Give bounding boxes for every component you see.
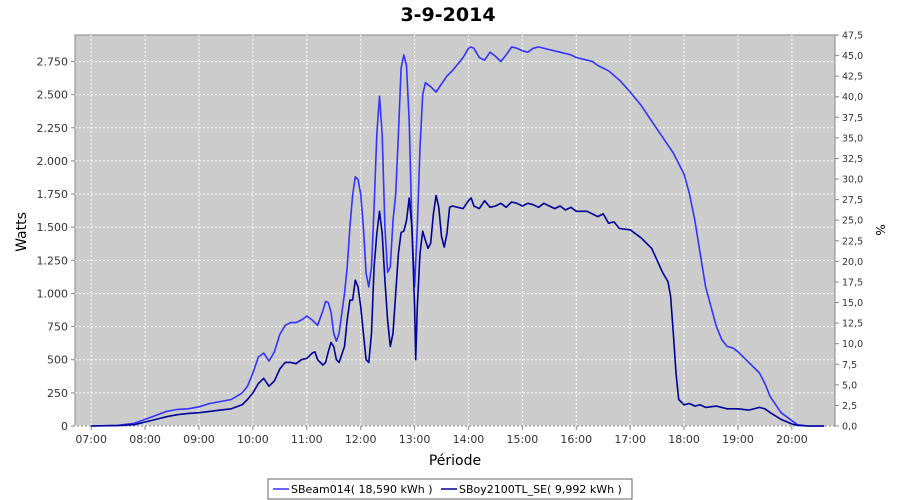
x-tick-label: 08:00 (129, 433, 161, 446)
y-tick-label: 0 (61, 420, 68, 433)
x-tick-label: 20:00 (776, 433, 808, 446)
y-right-tick-label: 22,5 (842, 236, 863, 247)
y-right-tick-label: 40,0 (842, 92, 863, 103)
x-tick-label: 17:00 (614, 433, 646, 446)
y-right-tick-label: 45,0 (842, 51, 863, 62)
y-right-tick-label: 25,0 (842, 216, 863, 227)
series-group (91, 46, 825, 427)
y-axis-label: Watts (14, 212, 30, 252)
y-axis-left: 0 250 500 750 1.000 1.250 1.500 1.750 2.000 2.250… (37, 56, 75, 433)
x-tick-label: 15:00 (507, 433, 539, 446)
legend-label-series-2: SBoy2100TL_SE( 9,992 kWh ) (459, 483, 622, 496)
series-line-2 (91, 194, 825, 427)
chart-title: 3-9-2014 (400, 4, 495, 26)
x-axis: 07:00 08:00 09:00 10:00 11:00 12:00 13:00 14:00… (75, 426, 808, 446)
y-right-tick-label: 17,5 (842, 277, 863, 288)
y-right-tick-label: 0,0 (842, 422, 857, 433)
y-right-tick-label: 37,5 (842, 113, 863, 124)
y-tick-label: 1.500 (37, 221, 69, 234)
legend-label-series-1: SBeam014( 18,590 kWh ) (291, 483, 433, 496)
x-tick-label: 10:00 (237, 433, 269, 446)
grid (75, 35, 835, 427)
y-axis-right-label: % (873, 224, 887, 235)
y-tick-label: 1.250 (37, 254, 69, 267)
x-tick-label: 12:00 (345, 433, 377, 446)
y-tick-label: 250 (47, 387, 68, 400)
x-tick-label: 11:00 (291, 433, 323, 446)
y-tick-label: 500 (47, 354, 68, 367)
y-right-tick-label: 5,0 (842, 380, 857, 391)
y-tick-label: 2.500 (37, 89, 69, 102)
x-tick-label: 07:00 (75, 433, 107, 446)
y-right-tick-label: 30,0 (842, 175, 863, 186)
x-tick-label: 16:00 (560, 433, 592, 446)
y-tick-label: 1.750 (37, 188, 69, 201)
x-tick-label: 09:00 (183, 433, 215, 446)
y-tick-label: 1.000 (37, 287, 69, 300)
legend: SBeam014( 18,590 kWh ) SBoy2100TL_SE( 9,… (267, 478, 633, 500)
y-right-tick-label: 2,5 (842, 401, 857, 412)
x-axis-label: Période (429, 453, 481, 469)
y-right-tick-label: 42,5 (842, 72, 863, 83)
plot-area (74, 34, 836, 427)
y-tick-label: 2.250 (37, 122, 69, 135)
y-right-tick-label: 12,5 (842, 319, 863, 330)
y-tick-label: 2.000 (37, 155, 69, 168)
x-tick-label: 13:00 (399, 433, 431, 446)
y-right-tick-label: 35,0 (842, 133, 863, 144)
y-right-tick-label: 32,5 (842, 154, 863, 165)
series-line-1 (91, 46, 825, 427)
y-right-tick-label: 15,0 (842, 298, 863, 309)
y-right-tick-label: 20,0 (842, 257, 863, 268)
y-tick-label: 750 (47, 321, 68, 334)
x-tick-label: 19:00 (722, 433, 754, 446)
y-right-tick-label: 10,0 (842, 339, 863, 350)
y-right-tick-label: 47,5 (842, 31, 863, 42)
x-tick-label: 14:00 (453, 433, 485, 446)
y-axis-right: 0,0 2,5 5,0 7,5 10,0 12,5 15,0 17,5 20,0 22,5 25,0… (835, 31, 863, 433)
x-tick-label: 18:00 (668, 433, 700, 446)
y-tick-label: 2.750 (37, 56, 69, 69)
y-right-tick-label: 27,5 (842, 195, 863, 206)
y-right-tick-label: 7,5 (842, 360, 857, 371)
